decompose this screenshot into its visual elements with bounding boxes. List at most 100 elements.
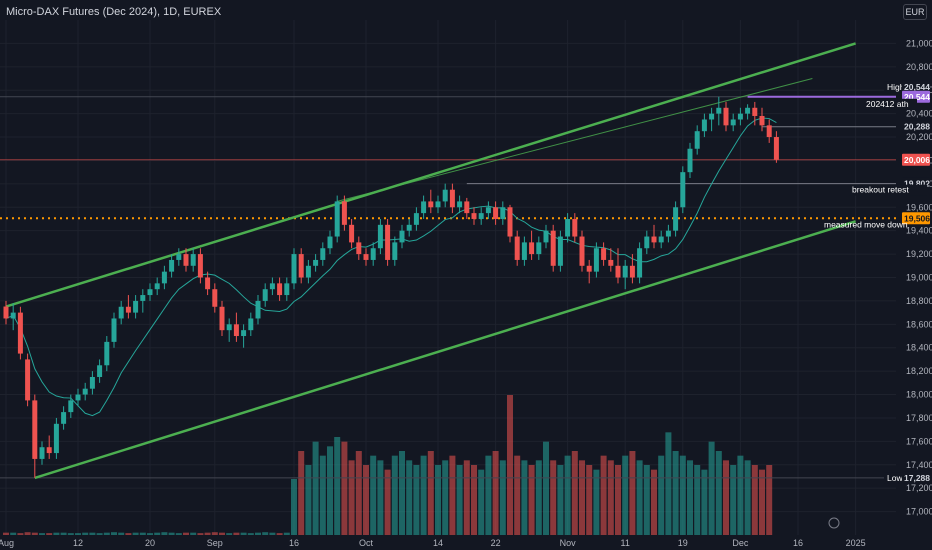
currency-button[interactable]: EUR xyxy=(903,4,927,20)
candle xyxy=(701,113,707,138)
volume-bar xyxy=(435,465,441,535)
candle-body xyxy=(471,213,477,219)
mid-value: 20,288 xyxy=(904,122,930,132)
candle xyxy=(507,204,513,243)
candle xyxy=(89,371,95,395)
x-tick-label: 20 xyxy=(145,538,155,548)
candle xyxy=(586,259,592,284)
candle-body xyxy=(435,201,441,208)
volume-bar xyxy=(636,460,643,535)
volume-bar xyxy=(766,465,773,535)
candle-body xyxy=(651,236,657,243)
retest-label-bg xyxy=(849,184,927,196)
candle xyxy=(399,224,405,249)
volume-bar xyxy=(528,465,535,535)
volume-bar xyxy=(514,455,521,535)
volume-bar xyxy=(377,460,384,535)
candle-body xyxy=(53,423,59,454)
candle-body xyxy=(478,213,484,219)
volume-bar xyxy=(60,532,67,535)
candle-body xyxy=(104,341,110,366)
y-tick-label: 17,800 xyxy=(906,413,932,423)
candle-body xyxy=(255,300,261,319)
ma-line xyxy=(5,117,777,417)
candle xyxy=(421,195,427,219)
candle xyxy=(449,183,455,214)
candle xyxy=(709,107,715,132)
candle-body xyxy=(622,265,628,278)
candle-body xyxy=(277,283,283,296)
candle-body xyxy=(61,412,67,424)
volume-bar xyxy=(463,460,470,535)
candle xyxy=(140,289,146,313)
candle xyxy=(46,435,52,459)
volume-bar xyxy=(399,451,405,535)
candle xyxy=(745,104,751,120)
candle xyxy=(493,201,499,225)
volume-bar xyxy=(67,533,74,535)
candle xyxy=(133,295,139,319)
ath-label-bg xyxy=(863,98,917,110)
volume-bar xyxy=(10,532,17,535)
candle-body xyxy=(701,119,707,132)
volume-bar xyxy=(600,455,607,535)
x-tick-label: 22 xyxy=(491,538,501,548)
volume-bar xyxy=(427,451,434,535)
candle xyxy=(637,242,643,284)
last-tag xyxy=(902,153,930,166)
candle-body xyxy=(32,400,38,459)
candle xyxy=(413,207,419,231)
candle xyxy=(752,101,758,126)
volume-bar xyxy=(226,533,233,535)
candle-body xyxy=(629,265,635,278)
candle xyxy=(277,277,283,301)
candle-body xyxy=(644,236,650,249)
volume-bar xyxy=(507,395,513,535)
candle-body xyxy=(197,254,203,278)
volume-bar xyxy=(492,451,499,535)
volume-bar xyxy=(197,533,204,535)
volume-bar xyxy=(579,460,585,535)
volume-bar xyxy=(269,532,276,535)
candle-body xyxy=(3,306,9,319)
volume-bar xyxy=(737,455,744,535)
candle xyxy=(262,283,268,307)
time-axis[interactable]: Aug 12 20 Sep 16 Oct 14 22 Nov 11 19 Dec 16 2025 xyxy=(0,538,866,548)
volume-bar xyxy=(665,432,672,535)
volume-bar xyxy=(751,465,758,535)
candle-body xyxy=(673,207,679,231)
candle-body xyxy=(10,312,16,319)
low-label: Low xyxy=(887,473,903,483)
candle xyxy=(687,142,693,179)
candle-body xyxy=(75,394,81,401)
candle-body xyxy=(680,172,686,208)
volume-bar xyxy=(319,455,326,535)
x-tick-label: Dec xyxy=(732,538,749,548)
candle xyxy=(773,131,779,163)
candle-body xyxy=(615,265,621,278)
candle xyxy=(17,306,23,360)
candle-body xyxy=(485,207,491,214)
low-label-bg xyxy=(884,472,905,484)
candle xyxy=(521,236,527,266)
candle xyxy=(385,218,391,266)
y-tick-label: 20,400 xyxy=(906,109,932,119)
volume-bar xyxy=(607,460,614,535)
candle-body xyxy=(68,400,74,413)
candle-body xyxy=(349,224,355,243)
candle-body xyxy=(226,324,232,331)
candle xyxy=(737,107,743,126)
candle-body xyxy=(161,271,167,284)
volume-bar xyxy=(535,460,542,535)
volume-bar xyxy=(730,465,737,535)
candle-body xyxy=(529,242,535,255)
candle-body xyxy=(140,295,146,301)
candle-body xyxy=(565,218,571,237)
volume-bars xyxy=(3,395,773,535)
volume-bar xyxy=(564,455,571,535)
volume-bar xyxy=(211,532,218,535)
candle xyxy=(615,248,621,284)
y-tick-label: 18,600 xyxy=(906,319,932,329)
volume-bar xyxy=(111,532,117,535)
